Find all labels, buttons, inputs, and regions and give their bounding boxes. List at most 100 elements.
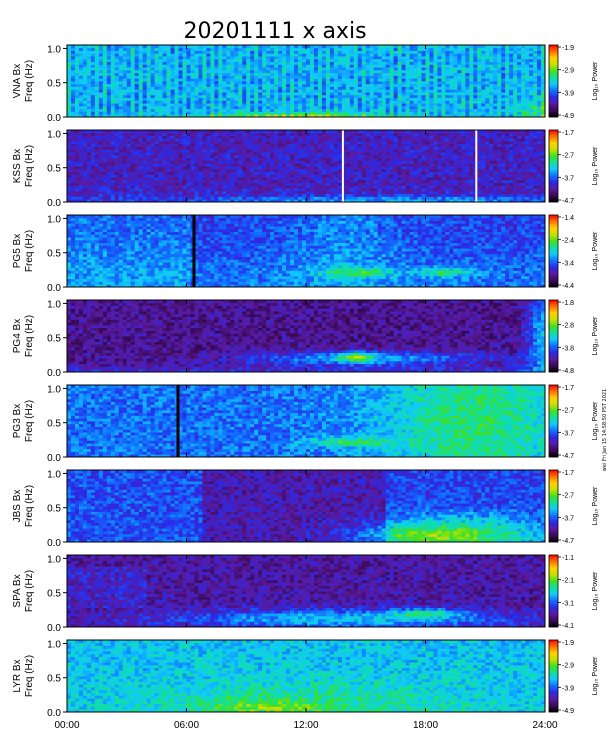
spectrogram-cells [67,555,546,628]
y-tick-label: 0.0 [47,708,61,719]
spectrogram-cells [67,385,546,458]
spectrogram-cells [67,300,546,373]
colorbar-tick-label: -4.7 [562,538,574,545]
colorbar-tick-label: -3.7 [562,175,574,182]
y-axis-station-label: PG3 Bx [12,404,23,438]
colorbar-tick-label: -3.1 [562,600,574,607]
y-tick-label: 0.5 [47,334,61,345]
colorbar-tick-label: -3.8 [562,345,574,352]
colorbar-tick-label: -4.7 [562,453,574,460]
spectrogram-cells [67,470,546,543]
y-axis-unit-label: Freq (Hz) [24,315,35,357]
colorbar-tick-label: -2.7 [562,408,574,415]
y-axis-unit-label: Freq (Hz) [24,400,35,442]
y-tick-label: 0.0 [47,453,61,464]
spectrogram-cells [67,130,546,203]
colorbar-label: Log₁₀ Power [592,146,599,185]
colorbar-tick-label: -1.9 [562,45,574,52]
colorbar-tick-label: -3.9 [562,90,574,97]
y-tick-label: 1.0 [47,554,61,565]
colorbar-tick-label: -1.7 [562,470,574,477]
y-tick-label: 1.0 [47,639,61,650]
data-dropout [176,385,180,457]
y-tick-label: 0.0 [47,368,61,379]
colorbar-label: Log₁₀ Power [592,656,599,695]
figure-title: 20201111 x axis [183,19,366,44]
y-tick-label: 0.5 [47,589,61,600]
y-tick-label: 0.5 [47,164,61,175]
y-tick-label: 1.0 [47,214,61,225]
colorbar: -1.1 -2.1 -3.1 -4.1 Log₁₀ Power [548,554,599,630]
colorbar-tick-label: -2.7 [562,493,574,500]
colorbar: -1.4 -2.4 -3.4 -4.4 Log₁₀ Power [548,214,599,290]
colorbar-tick-label: -2.7 [562,153,574,160]
panel-lyr: 0.0 0.5 1.0 LYR Bx Freq (Hz) -1.9 -2.9 -3.9 -4.9… [12,639,599,719]
colorbar: -1.7 -2.7 -3.7 -4.7 Log₁₀ Power [548,129,599,205]
colorbar: -1.8 -2.8 -3.8 -4.8 Log₁₀ Power [548,299,599,375]
colorbar-tick-label: -4.8 [562,368,574,375]
y-tick-label: 0.5 [47,674,61,685]
x-tick-label: 12:00 [293,720,318,731]
y-tick-label: 0.0 [47,538,61,549]
x-tick-label: 18:00 [413,720,438,731]
colorbar: -1.7 -2.7 -3.7 -4.7 Log₁₀ Power [548,469,599,545]
colorbar-tick-label: -1.7 [562,385,574,392]
colorbar-tick-label: -4.9 [562,708,574,715]
panel-vna: 0.0 0.5 1.0 VNA Bx Freq (Hz) -1.9 -2.9 -3.9 -4.9… [12,44,599,124]
colorbar-tick-label: -2.8 [562,323,574,330]
spectrogram-cells [67,640,546,713]
y-axis-station-label: VNA Bx [12,64,23,98]
colorbar-tick-label: -2.9 [562,68,574,75]
colorbar-tick-label: -3.7 [562,515,574,522]
y-tick-label: 0.5 [47,419,61,430]
colorbar: -1.9 -2.9 -3.9 -4.9 Log₁₀ Power [548,44,599,120]
y-axis-station-label: JBS Bx [12,490,23,523]
y-axis-unit-label: Freq (Hz) [24,60,35,102]
y-axis-station-label: PG5 Bx [12,234,23,268]
colorbar-tick-label: -4.1 [562,623,574,630]
colorbar-label: Log₁₀ Power [592,571,599,610]
panel-spa: 0.0 0.5 1.0 SPA Bx Freq (Hz) -1.1 -2.1 -3.1 -4.1… [12,554,599,634]
y-axis-unit-label: Freq (Hz) [24,145,35,187]
colorbar-tick-label: -1.1 [562,555,574,562]
y-tick-label: 0.5 [47,79,61,90]
y-axis-unit-label: Freq (Hz) [24,230,35,272]
colorbar-tick-label: -3.7 [562,430,574,437]
y-axis-station-label: LYR Bx [12,659,23,692]
colorbar-label: Log₁₀ Power [592,486,599,525]
y-axis-unit-label: Freq (Hz) [24,485,35,527]
data-gap [475,130,478,202]
colorbar-tick-label: -1.9 [562,640,574,647]
panel-jbs: 0.0 0.5 1.0 JBS Bx Freq (Hz) -1.7 -2.7 -3.7 -4.7… [12,469,599,549]
y-axis-station-label: KSS Bx [12,149,23,183]
colorbar-tick-label: -4.7 [562,198,574,205]
y-tick-label: 0.0 [47,198,61,209]
y-axis-unit-label: Freq (Hz) [24,655,35,697]
colorbar-tick-label: -2.1 [562,578,574,585]
y-tick-label: 0.5 [47,249,61,260]
x-tick-label: 24:00 [532,720,557,731]
colorbar-tick-label: -3.9 [562,685,574,692]
colorbar: -1.7 -2.7 -3.7 -4.7 Log₁₀ Power [548,384,599,460]
panel-pg4: 0.0 0.5 1.0 PG4 Bx Freq (Hz) -1.8 -2.8 -3.8 -4.8… [12,299,599,379]
colorbar-label: Log₁₀ Power [592,401,599,440]
colorbar-label: Log₁₀ Power [592,316,599,355]
colorbar-label: Log₁₀ Power [592,61,599,100]
y-tick-label: 0.0 [47,283,61,294]
time-axis: 00:00 06:00 12:00 18:00 24:00 [54,720,557,731]
panel-kss: 0.0 0.5 1.0 KSS Bx Freq (Hz) -1.7 -2.7 -3.7 -4.7… [12,129,599,209]
colorbar: -1.9 -2.9 -3.9 -4.9 Log₁₀ Power [548,639,599,715]
colorbar-tick-label: -3.4 [562,260,574,267]
data-dropout [192,215,196,287]
y-tick-label: 0.5 [47,504,61,515]
data-gap [341,130,344,202]
colorbar-tick-label: -1.8 [562,300,574,307]
y-axis-unit-label: Freq (Hz) [24,570,35,612]
colorbar-tick-label: -4.4 [562,283,574,290]
colorbar-tick-label: -4.9 [562,113,574,120]
y-tick-label: 1.0 [47,44,61,55]
y-tick-label: 1.0 [47,129,61,140]
colorbar-tick-label: -1.4 [562,215,574,222]
y-tick-label: 1.0 [47,299,61,310]
